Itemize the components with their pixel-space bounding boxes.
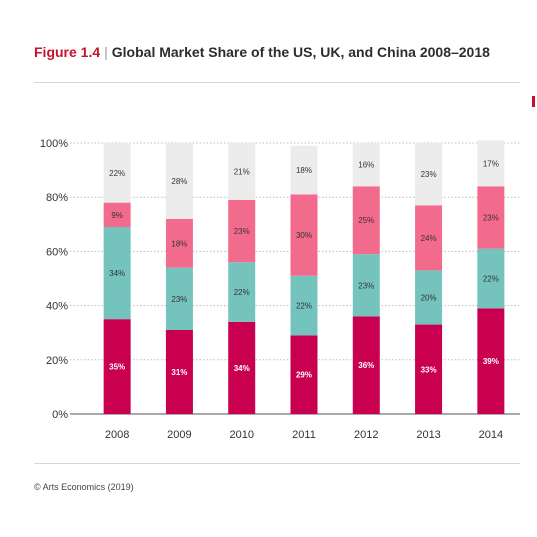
data-label: 21% <box>234 167 250 176</box>
data-label: 20% <box>421 293 437 302</box>
figure-label: Figure 1.4 <box>34 44 101 60</box>
y-tick-label: 0% <box>52 409 68 421</box>
data-label: 16% <box>358 161 374 170</box>
data-label: 18% <box>296 166 312 175</box>
bar-segment-middle <box>415 270 443 325</box>
y-tick-label: 100% <box>40 138 68 150</box>
x-tick-label: 2009 <box>167 429 191 441</box>
bar-segment-bottom <box>290 335 318 414</box>
bar-segment-middle <box>103 227 131 320</box>
data-label: 22% <box>234 288 250 297</box>
bar-segment-bottom <box>477 308 505 414</box>
data-label: 23% <box>234 227 250 236</box>
x-tick-label: 2011 <box>292 429 316 441</box>
data-label: 17% <box>483 159 499 168</box>
data-label: 24% <box>421 234 437 243</box>
bar-segment-top <box>165 143 193 219</box>
bar-segment-middle <box>477 248 505 309</box>
bar-segment-bottom <box>352 316 380 414</box>
bar-segment-upper <box>103 202 131 228</box>
bar-segment-upper <box>165 218 193 268</box>
bar-segment-upper <box>415 205 443 271</box>
top-rule <box>34 82 520 83</box>
bar-segment-bottom <box>103 319 131 414</box>
bar-segment-top <box>290 145 318 195</box>
x-tick-label: 2008 <box>105 429 129 441</box>
bar-segment-middle <box>165 267 193 330</box>
data-label: 29% <box>296 371 312 380</box>
bar-segment-top <box>352 143 380 187</box>
bar-segment-upper <box>290 194 318 276</box>
bar-segment-top <box>103 143 131 203</box>
data-label: 23% <box>421 170 437 179</box>
bar-segment-bottom <box>228 321 256 414</box>
accent-mark <box>532 96 535 107</box>
data-label: 31% <box>171 368 187 377</box>
bar-segment-middle <box>228 262 256 322</box>
data-label: 23% <box>358 281 374 290</box>
data-label: 23% <box>171 295 187 304</box>
y-tick-label: 60% <box>46 246 68 258</box>
data-label: 33% <box>421 365 437 374</box>
data-label: 25% <box>358 216 374 225</box>
bottom-rule <box>34 463 520 464</box>
chart-title: Figure 1.4 | Global Market Share of the US… <box>34 44 490 60</box>
bar-segment-middle <box>352 254 380 317</box>
bar-segment-upper <box>352 186 380 255</box>
data-label: 36% <box>358 361 374 370</box>
y-tick-label: 40% <box>46 301 68 313</box>
x-tick-label: 2012 <box>354 429 378 441</box>
bar-segment-middle <box>290 275 318 336</box>
data-label: 34% <box>234 364 250 373</box>
bar-segment-upper <box>228 199 256 263</box>
y-tick-label: 80% <box>46 192 68 204</box>
bar-segment-bottom <box>165 329 193 414</box>
data-label: 22% <box>109 169 125 178</box>
title-separator: | <box>104 44 108 60</box>
data-label: 28% <box>171 177 187 186</box>
data-label: 30% <box>296 231 312 240</box>
title-text: Global Market Share of the US, UK, and C… <box>111 44 490 60</box>
data-label: 9% <box>111 211 123 220</box>
source-note: © Arts Economics (2019) <box>34 482 134 492</box>
bar-segment-top <box>415 143 443 206</box>
data-label: 22% <box>483 275 499 284</box>
bar-segment-top <box>228 143 256 200</box>
data-label: 23% <box>483 214 499 223</box>
bar-segment-upper <box>477 186 505 249</box>
bar-segment-bottom <box>415 324 443 414</box>
data-label: 34% <box>109 269 125 278</box>
x-tick-label: 2010 <box>229 429 253 441</box>
x-tick-label: 2014 <box>479 429 503 441</box>
data-label: 39% <box>483 357 499 366</box>
x-tick-label: 2013 <box>416 429 440 441</box>
data-label: 35% <box>109 363 125 372</box>
y-tick-label: 20% <box>46 355 68 367</box>
data-label: 18% <box>171 239 187 248</box>
data-label: 22% <box>296 302 312 311</box>
bar-segment-top <box>477 140 505 187</box>
